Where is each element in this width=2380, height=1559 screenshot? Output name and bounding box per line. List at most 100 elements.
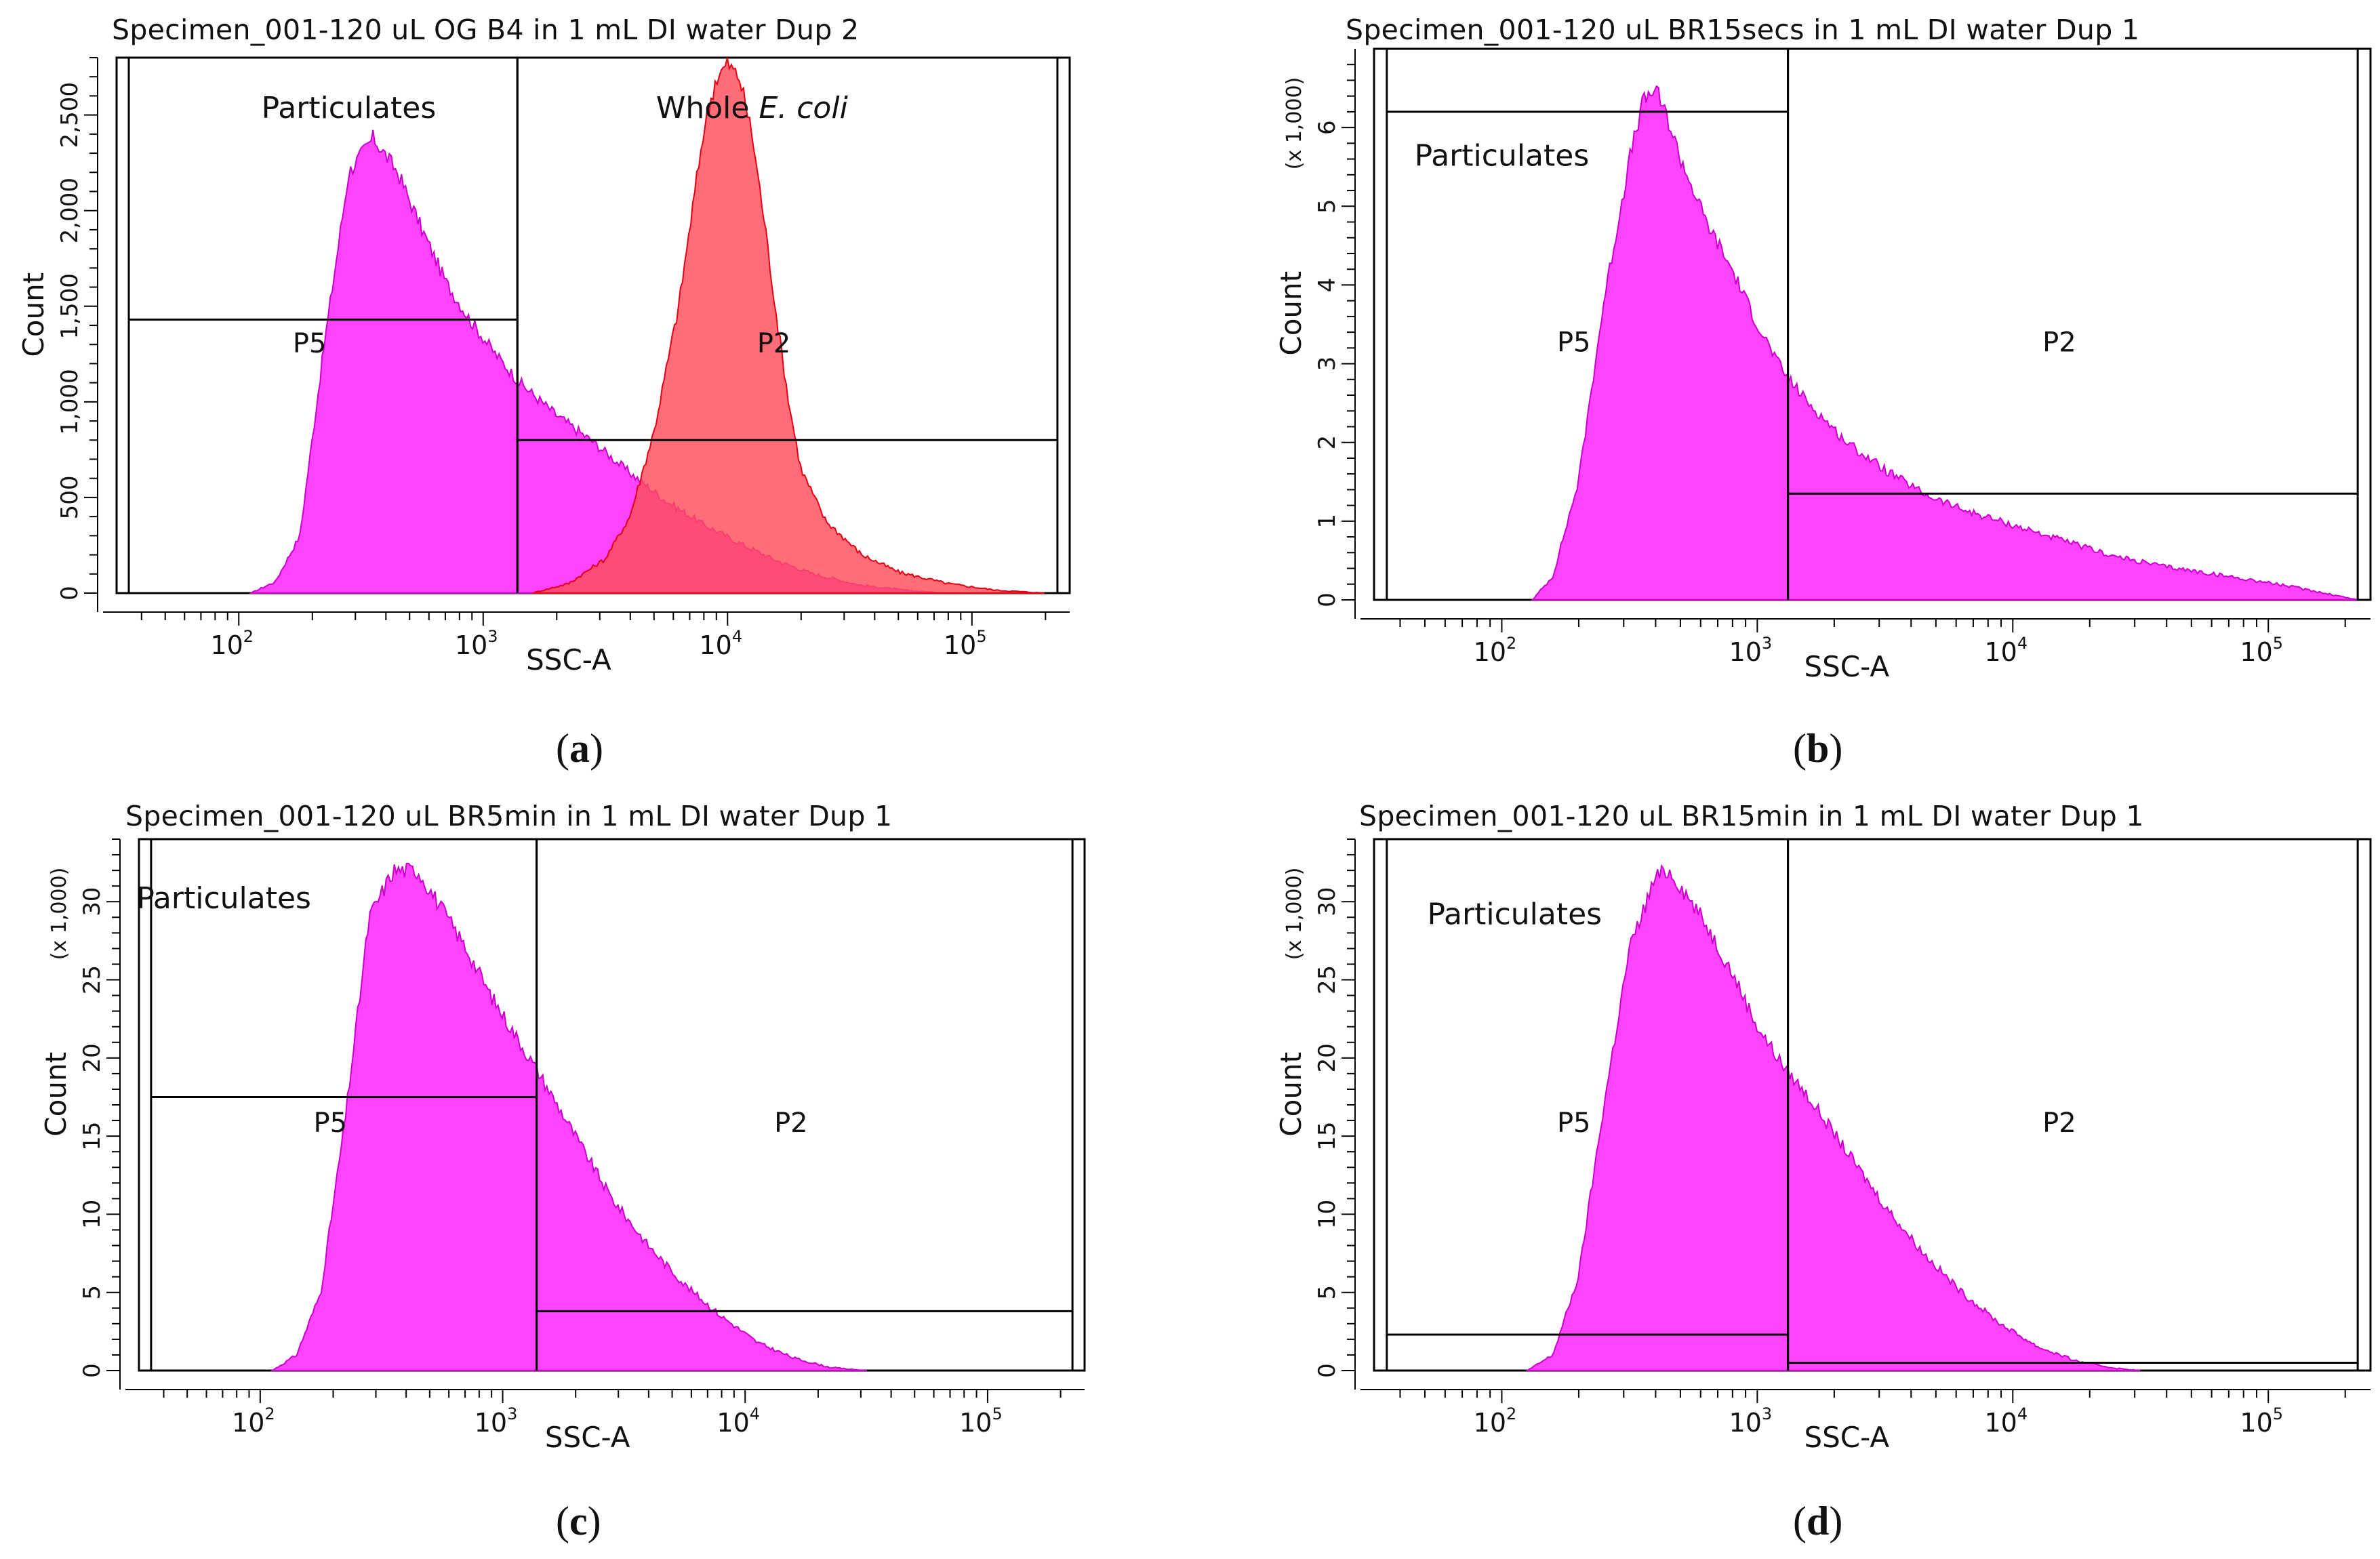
x-tick-label: 104: [1984, 634, 2028, 667]
x-axis-label: SSC-A: [526, 643, 611, 676]
y-axis-label: Count: [17, 272, 50, 357]
panel-title: Specimen_001-120 uL OG B4 in 1 mL DI wat…: [112, 14, 860, 46]
panel-c: Specimen_001-120 uL BR5min in 1 mL DI wa…: [0, 779, 1190, 1559]
y-tick-label: 500: [56, 475, 83, 519]
y-tick-label: 25: [1314, 965, 1341, 994]
x-tick-label: 105: [959, 1404, 1003, 1438]
gate-p2: P2: [536, 839, 1074, 1371]
x-tick-label: 103: [455, 627, 498, 660]
panel-title: Specimen_001-120 uL BR15secs in 1 mL DI …: [1346, 14, 2140, 46]
gate-label: P5: [1557, 327, 1591, 359]
y-axis: 0 5 10 15 20 25 30 Count (x 1,000): [39, 838, 121, 1390]
x-tick-label: 105: [2240, 1404, 2283, 1438]
y-tick-label: 1,000: [56, 369, 83, 434]
x-axis: 102 103 104 105 SSC-A: [1360, 1389, 2371, 1454]
gate-p2: P2: [1787, 49, 2359, 600]
y-tick-label: 25: [79, 965, 106, 994]
y-axis: 0 1 2 3 4 5 6 Count (x 1,000): [1274, 49, 1356, 619]
y-tick-label: 0: [79, 1363, 106, 1378]
panel-d: Specimen_001-120 uL BR15min in 1 mL DI w…: [1190, 779, 2380, 1559]
x-axis-label: SSC-A: [1804, 650, 1889, 683]
x-tick-label: 105: [944, 627, 987, 660]
y-tick-label: 5: [1314, 199, 1341, 214]
histogram-chart: P5 P2 Particulates 102 103 104 105 SSC-A 0 5 10 15 2…: [1274, 838, 2372, 1454]
y-tick-label: 15: [1314, 1121, 1341, 1150]
histogram-particulates: [248, 129, 948, 594]
x-axis-label: SSC-A: [1804, 1421, 1889, 1454]
gate-label: P5: [1557, 1108, 1591, 1139]
x-tick-label: 102: [232, 1404, 275, 1438]
annotation-particulates: Particulates: [1415, 139, 1590, 174]
y-tick-label: 2: [1314, 435, 1341, 450]
y-tick-label: 4: [1314, 278, 1341, 293]
annotation-particulates: Particulates: [136, 881, 311, 916]
y-axis-label: Count: [1274, 1052, 1308, 1137]
panel-b: Specimen_001-120 uL BR15secs in 1 mL DI …: [1190, 0, 2380, 779]
y-tick-label: 20: [1314, 1043, 1341, 1072]
y-tick-label: 30: [1314, 887, 1341, 916]
gate-label: P2: [757, 328, 791, 359]
x-tick-label: 103: [1729, 634, 1773, 667]
y-tick-label: 2,500: [56, 82, 83, 148]
x-tick-label: 104: [1984, 1404, 2028, 1438]
panel-a: Specimen_001-120 uL OG B4 in 1 mL DI wat…: [0, 0, 1190, 779]
histogram-particulates: [1531, 85, 2357, 601]
histogram-particulates: [1525, 864, 2141, 1371]
y-multiplier-label: (x 1,000): [47, 868, 71, 960]
x-tick-label: 103: [1729, 1404, 1773, 1438]
x-tick-label: 105: [2240, 634, 2283, 667]
panel-title: Specimen_001-120 uL BR15min in 1 mL DI w…: [1359, 800, 2144, 832]
annotation-particulates: Particulates: [1428, 897, 1602, 931]
x-axis: 102 103 104 105 SSC-A: [125, 1389, 1085, 1454]
histogram-whole-e-coli: [531, 57, 1045, 594]
panel-title: Specimen_001-120 uL BR5min in 1 mL DI wa…: [125, 800, 893, 832]
y-axis: 0 5 10 15 20 25 30 Count (x 1,000): [1274, 838, 1356, 1390]
y-axis-label: Count: [1274, 271, 1308, 356]
histogram-particulates: [270, 862, 867, 1371]
panel-caption: (b): [1793, 726, 1843, 771]
x-tick-label: 103: [475, 1404, 518, 1438]
y-tick-label: 3: [1314, 357, 1341, 371]
annotation-particulates: Particulates: [262, 91, 437, 125]
y-tick-label: 5: [79, 1285, 106, 1300]
x-axis-label: SSC-A: [545, 1421, 630, 1454]
y-tick-label: 20: [79, 1043, 106, 1072]
y-tick-label: 6: [1314, 120, 1341, 135]
y-tick-label: 0: [1314, 1363, 1341, 1378]
y-tick-label: 10: [1314, 1200, 1341, 1229]
histogram-chart: P5 P2 Particulates 102 103 104 105 SSC-A 0 5 10 15 2…: [39, 838, 1086, 1454]
gate-p2: P2: [516, 58, 1059, 593]
x-tick-label: 104: [699, 627, 742, 660]
panel-caption: (d): [1793, 1499, 1843, 1543]
y-multiplier-label: (x 1,000): [1283, 77, 1306, 170]
annotation-whole-ecoli: Whole E. coli: [656, 91, 849, 125]
y-tick-label: 2,000: [56, 178, 83, 243]
x-axis: 102 103 104 105 SSC-A: [1360, 618, 2371, 683]
y-tick-label: 0: [1314, 592, 1341, 607]
x-tick-label: 102: [1474, 1404, 1517, 1438]
gate-label: P5: [293, 328, 327, 359]
y-tick-label: 1: [1314, 514, 1341, 529]
y-tick-label: 5: [1314, 1285, 1341, 1300]
y-tick-label: 10: [79, 1200, 106, 1229]
y-multiplier-label: (x 1,000): [1283, 868, 1306, 960]
histogram-chart: P5 P2 Particulates 102 103 104 105 SSC-A 0 1 2 3 4 5 6…: [1274, 47, 2372, 683]
y-tick-label: 15: [79, 1121, 106, 1150]
gate-label: P2: [2042, 327, 2076, 359]
gate-p2: P2: [1787, 839, 2359, 1371]
gate-label: P2: [2042, 1108, 2076, 1139]
x-axis: 102 103 104 105 SSC-A: [103, 611, 1070, 676]
x-tick-label: 102: [210, 627, 254, 660]
y-tick-label: 1,500: [56, 273, 83, 339]
x-tick-label: 104: [717, 1404, 760, 1438]
panel-caption: (c): [556, 1499, 601, 1543]
y-tick-label: 0: [56, 586, 83, 601]
panel-caption: (a): [556, 726, 603, 771]
y-tick-label: 30: [79, 887, 106, 916]
x-tick-label: 102: [1474, 634, 1517, 667]
y-axis: 0 500 1,000 1,500 2,000 2,500 Count: [17, 57, 98, 612]
gate-label: P5: [313, 1108, 347, 1139]
gate-label: P2: [774, 1108, 808, 1139]
y-axis-label: Count: [39, 1052, 73, 1137]
